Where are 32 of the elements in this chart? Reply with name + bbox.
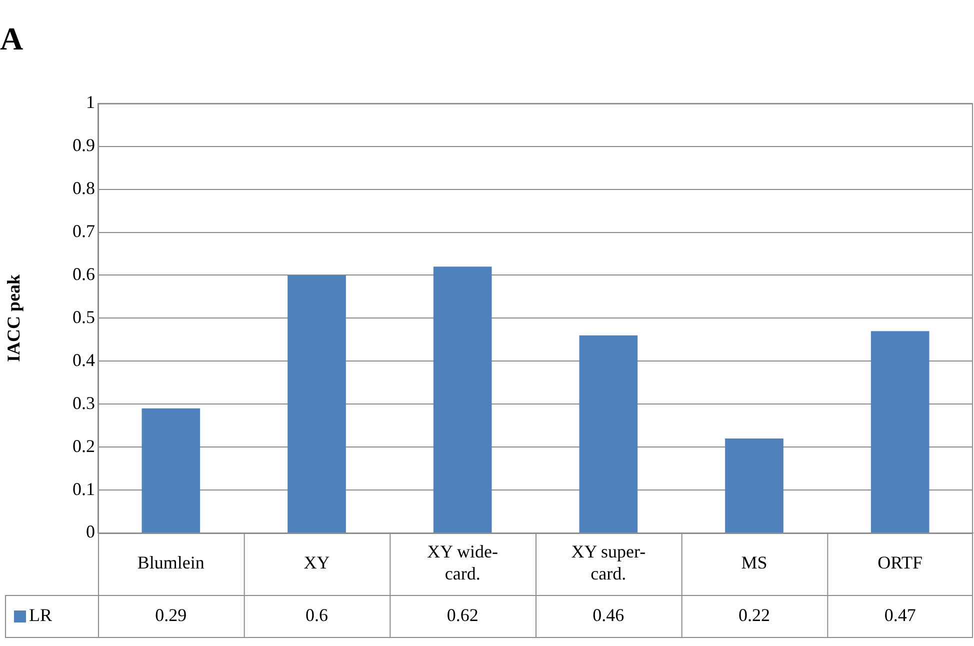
legend-label: LR [29, 605, 52, 626]
y-tick-label: 0 [86, 522, 95, 542]
data-label: 0.29 [155, 605, 187, 626]
x-tick-label: XY super-card. [571, 542, 646, 584]
bar [288, 275, 346, 532]
bar [142, 408, 200, 532]
y-tick-label: 0.7 [72, 221, 95, 242]
y-tick-label: 0.4 [72, 350, 95, 370]
y-tick-label: 1 [86, 92, 95, 112]
bar [433, 266, 492, 532]
data-label: 0.22 [738, 605, 770, 626]
data-label: 0.47 [884, 605, 916, 626]
y-tick-label: 0.3 [72, 392, 95, 413]
y-tick-label: 0.9 [72, 135, 95, 156]
y-tick-label: 0.8 [72, 178, 95, 198]
y-tick-label: 0.1 [72, 478, 95, 499]
data-label: 0.6 [306, 605, 328, 626]
bar [870, 331, 930, 532]
bar [579, 335, 638, 532]
x-tick-label: XY wide-card. [427, 542, 498, 584]
y-tick-label: 0.6 [72, 264, 95, 284]
x-tick-label: Blumlein [137, 552, 204, 573]
x-tick-label: XY [304, 552, 330, 573]
x-tick-label: MS [741, 552, 768, 573]
chart-title: A [0, 20, 24, 56]
data-label: 0.46 [592, 605, 624, 626]
y-tick-label: 0.5 [72, 306, 95, 327]
y-axis-title: IACC peak [3, 274, 24, 362]
x-tick-label: ORTF [878, 552, 923, 573]
data-label: 0.62 [446, 605, 478, 626]
bar [725, 438, 784, 532]
y-tick-label: 0.2 [72, 436, 95, 456]
